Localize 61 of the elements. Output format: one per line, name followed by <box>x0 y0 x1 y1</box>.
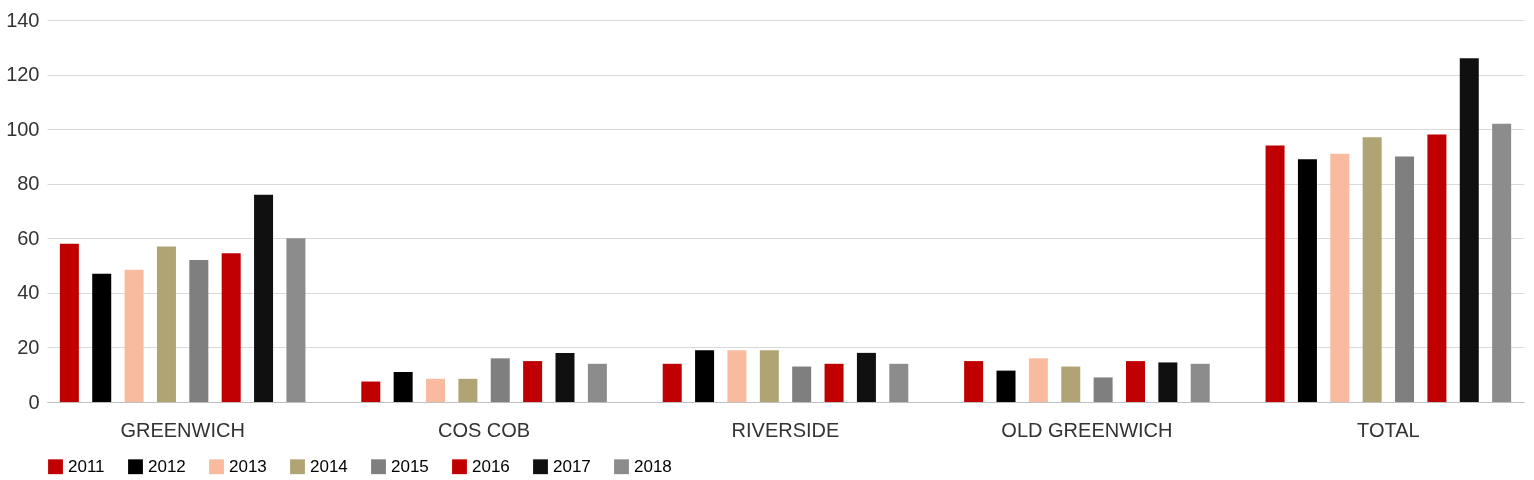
bar <box>523 361 543 402</box>
bar <box>59 243 79 402</box>
bar <box>490 358 510 402</box>
y-tick-label: 0 <box>28 390 40 413</box>
bar <box>221 253 241 402</box>
legend-label: 2011 <box>68 456 105 476</box>
bar <box>124 269 144 402</box>
y-tick-label: 140 <box>6 8 40 31</box>
y-tick-label: 120 <box>6 63 40 86</box>
bar <box>361 381 381 402</box>
bar <box>1028 358 1048 402</box>
bar <box>393 371 413 402</box>
y-tick-label: 100 <box>6 117 40 140</box>
y-tick-label: 40 <box>17 281 40 304</box>
bar <box>426 378 446 402</box>
bar <box>92 273 112 402</box>
legend-label: 2012 <box>148 456 186 476</box>
bar <box>458 378 478 402</box>
bar <box>1265 145 1285 402</box>
bar <box>254 194 274 402</box>
bar <box>555 352 575 402</box>
bar <box>1492 123 1512 402</box>
bar <box>964 361 984 402</box>
bar <box>1158 362 1178 402</box>
bar <box>792 366 812 402</box>
y-tick-label: 80 <box>17 172 40 195</box>
bar <box>695 350 715 402</box>
x-tick-label: TOTAL <box>1357 418 1420 441</box>
bar <box>587 363 607 402</box>
bar <box>727 350 747 402</box>
x-tick-label: COS COB <box>437 418 531 441</box>
bar <box>286 238 306 402</box>
bar <box>1395 156 1415 402</box>
bar <box>824 363 844 402</box>
legend-label: 2018 <box>634 456 672 476</box>
bar <box>889 363 909 402</box>
bar <box>856 352 876 402</box>
legend-label: 2013 <box>229 456 267 476</box>
bar <box>1125 361 1145 402</box>
bar <box>1459 58 1479 402</box>
y-tick-label: 20 <box>17 335 40 358</box>
legend-label: 2015 <box>391 456 429 476</box>
legend-label: 2017 <box>553 456 591 476</box>
bar <box>1362 137 1382 402</box>
bar <box>1093 377 1113 402</box>
bar <box>1330 153 1350 402</box>
bar <box>156 246 176 402</box>
legend-label: 2014 <box>310 456 348 476</box>
bar <box>662 363 682 402</box>
bar <box>1190 363 1210 402</box>
bar <box>189 260 209 402</box>
x-tick-label: OLD GREENWICH <box>1001 418 1173 441</box>
legend-label: 2016 <box>472 456 510 476</box>
bar <box>1297 159 1317 402</box>
bar <box>1427 134 1447 402</box>
y-tick-label: 60 <box>17 226 40 249</box>
bar <box>996 370 1016 402</box>
x-tick-label: GREENWICH <box>120 418 245 441</box>
x-tick-label: RIVERSIDE <box>731 418 840 441</box>
bar <box>759 350 779 402</box>
bar <box>1061 366 1081 402</box>
